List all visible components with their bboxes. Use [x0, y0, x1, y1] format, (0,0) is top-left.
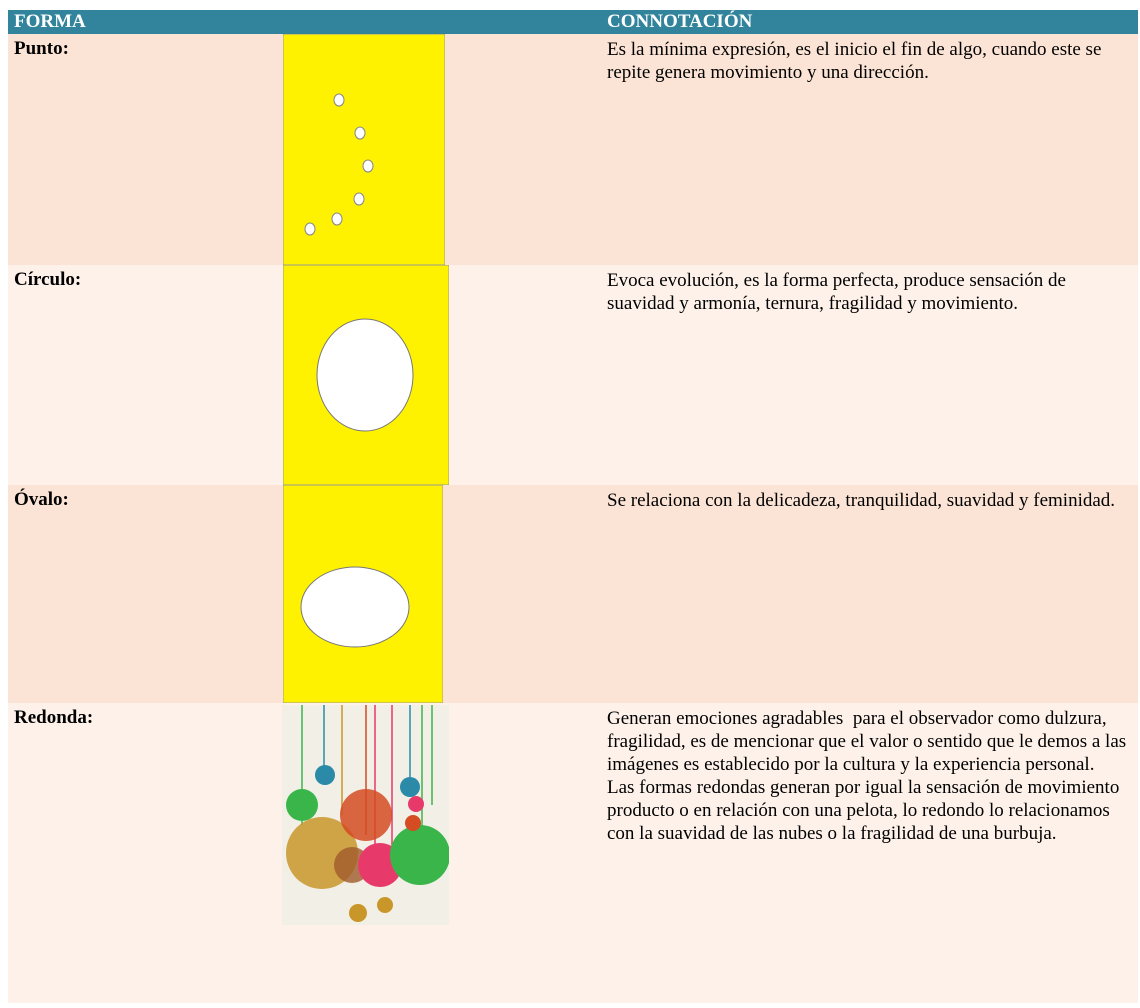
- row: Círculo: Evoca evolución, es la forma pe…: [8, 265, 1138, 485]
- row: Punto: Es la mínima expresión, es el ini…: [8, 34, 1138, 265]
- paragraph: Generan emociones agradables para el obs…: [607, 708, 1131, 775]
- table: FORMA CONNOTACIÓN Punto: Es la mínima ex…: [8, 10, 1138, 1003]
- header-row: FORMA CONNOTACIÓN: [8, 10, 1138, 34]
- paragraph: Se relaciona con la delicadeza, tranquil…: [607, 490, 1116, 511]
- paragraph: Es la mínima expresión, es el inicio el …: [607, 39, 1107, 83]
- image-punto: [283, 34, 445, 265]
- header-cell: FORMA: [14, 11, 86, 32]
- paragraph: Las formas redondas generan por igual la…: [607, 777, 1125, 844]
- row: Óvalo: Se relaciona con la delicadeza, t…: [8, 485, 1138, 703]
- row-label: Punto:: [14, 38, 69, 59]
- row-label: Círculo:: [14, 269, 82, 290]
- paragraph: Evoca evolución, es la forma perfecta, p…: [607, 270, 1071, 314]
- header-cell: CONNOTACIÓN: [607, 11, 753, 32]
- image-redonda: [282, 705, 449, 925]
- image-ovalo: [283, 485, 443, 703]
- row-label: Redonda:: [14, 707, 94, 728]
- row-description: Generan emociones agradables para el obs…: [607, 707, 1127, 845]
- row-description: Es la mínima expresión, es el inicio el …: [607, 38, 1127, 84]
- row: Redonda: Generan emociones ag: [8, 703, 1138, 1003]
- image-circulo: [283, 265, 449, 485]
- row-label: Óvalo:: [14, 489, 69, 510]
- row-description: Evoca evolución, es la forma perfecta, p…: [607, 269, 1127, 315]
- row-description: Se relaciona con la delicadeza, tranquil…: [607, 489, 1127, 512]
